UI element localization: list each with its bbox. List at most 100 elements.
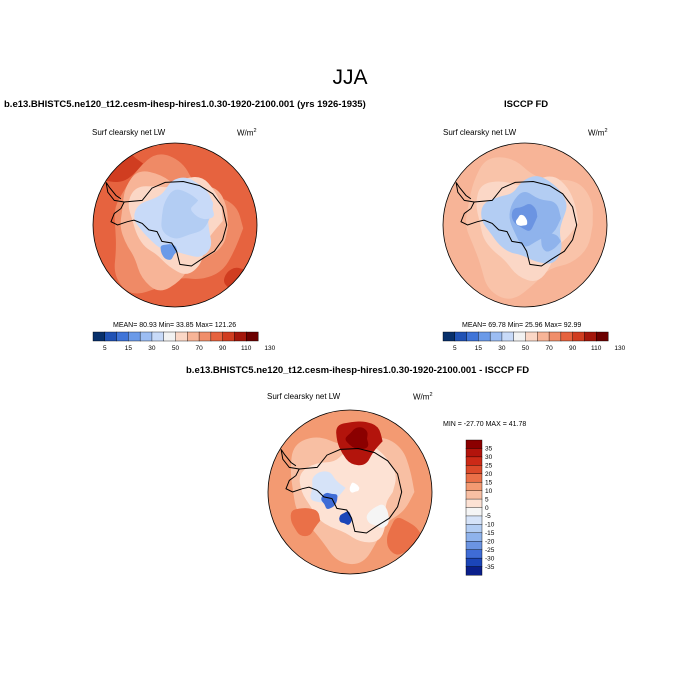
- peninsula-coastline: [105, 182, 125, 203]
- colorbar-box: [92, 331, 106, 342]
- antarctica-coastline: [285, 447, 403, 534]
- map-boundary: [442, 142, 608, 308]
- panel3-variable-label: Surf clearsky net LW: [267, 392, 341, 401]
- colorbar-box: [465, 498, 483, 509]
- colorbar-box: [465, 549, 483, 559]
- contour-cell: [345, 427, 369, 450]
- panel2-stats: MEAN= 69.78 Min= 25.96 Max= 92.99: [462, 322, 582, 329]
- colorbar-box: [210, 331, 224, 342]
- colorbar-box: [151, 331, 165, 342]
- contour-cell: [310, 471, 346, 503]
- colorbar-box: [175, 331, 188, 342]
- colorbar-tick-label: 110: [591, 345, 602, 352]
- colorbar-tick-label: 30: [148, 345, 156, 352]
- panel2-colorbar: 5 15 30 50 70 90 110 130: [442, 331, 626, 352]
- panel2-polar-map: [442, 142, 608, 308]
- peninsula-coastline: [280, 449, 300, 470]
- colorbar-box: [465, 490, 483, 500]
- panel2-variable-label: Surf clearsky net LW: [443, 128, 517, 137]
- contour-cell: [223, 267, 257, 300]
- colorbar-tick-label: -10: [485, 522, 495, 529]
- colorbar-box: [572, 331, 585, 342]
- colorbar-tick-label: 20: [485, 471, 493, 478]
- colorbar-tick-label: 10: [485, 488, 493, 495]
- map-boundary: [267, 409, 433, 575]
- colorbar-box: [537, 331, 550, 342]
- contour-cell: [540, 231, 561, 252]
- panel1-colorbar: 5 15 30 50 70 90 110 130: [92, 331, 276, 352]
- antarctica-coastline: [460, 180, 578, 267]
- field-layer: [268, 410, 432, 574]
- panel1-stats: MEAN= 80.93 Min= 33.85 Max= 121.26: [113, 322, 237, 329]
- colorbar-box: [596, 331, 609, 342]
- colorbar-tick-label: 70: [545, 345, 553, 352]
- contour-cell: [515, 214, 528, 226]
- colorbar-tick-label: 5: [453, 345, 457, 352]
- colorbar-tick-label: 30: [498, 345, 506, 352]
- panel1-variable-label: Surf clearsky net LW: [92, 128, 166, 137]
- colorbar-tick-label: 5: [485, 496, 489, 503]
- colorbar-box: [465, 439, 483, 449]
- colorbar-box: [116, 331, 129, 342]
- colorbar-tick-label: 70: [195, 345, 203, 352]
- colorbar-tick-label: 0: [485, 505, 489, 512]
- field-layer: [443, 143, 607, 307]
- colorbar-box: [560, 331, 574, 342]
- colorbar-tick-label: -35: [485, 564, 495, 571]
- colorbar-tick-label: 15: [475, 345, 483, 352]
- antarctica-coastline: [110, 180, 228, 267]
- colorbar-box: [584, 331, 597, 342]
- colorbar-tick-label: -15: [485, 530, 495, 537]
- contour-cell: [290, 508, 321, 537]
- colorbar-tick-label: -5: [485, 513, 491, 520]
- colorbar-box: [465, 481, 483, 492]
- colorbar-box: [478, 331, 491, 342]
- colorbar-tick-label: -25: [485, 547, 495, 554]
- colorbar-tick-label: -20: [485, 539, 495, 546]
- panel3-units: W/m2: [413, 392, 433, 402]
- colorbar-tick-label: 130: [264, 345, 275, 352]
- colorbar-box: [234, 331, 247, 342]
- panel2-units: W/m2: [588, 128, 608, 138]
- colorbar-box: [465, 456, 483, 466]
- colorbar-box: [548, 331, 562, 342]
- colorbar-box: [442, 331, 456, 342]
- panel3-stats: MIN = -27.70 MAX = 41.78: [443, 421, 527, 428]
- colorbar-box: [222, 331, 235, 342]
- colorbar-box: [465, 524, 483, 534]
- colorbar-box: [104, 331, 118, 342]
- contour-cell: [160, 244, 178, 260]
- contour-cell: [339, 511, 352, 525]
- colorbar-box: [465, 465, 483, 475]
- colorbar-box: [489, 331, 503, 342]
- panel2-title: ISCCP FD: [504, 99, 549, 110]
- colorbar-tick-label: 5: [103, 345, 107, 352]
- field-layer: [93, 143, 257, 307]
- contour-cell: [349, 482, 360, 493]
- colorbar-tick-label: 130: [614, 345, 625, 352]
- colorbar-box: [128, 331, 141, 342]
- colorbar-box: [465, 448, 483, 458]
- colorbar-tick-label: 15: [485, 480, 493, 487]
- colorbar-tick-label: 30: [485, 454, 493, 461]
- colorbar-box: [163, 331, 176, 342]
- peninsula-coastline: [455, 182, 475, 203]
- panel1-polar-map: [92, 142, 258, 308]
- map-boundary: [92, 142, 258, 308]
- colorbar-tick-label: -30: [485, 555, 495, 562]
- panel1-title: b.e13.BHISTC5.ne120_t12.cesm-ihesp-hires…: [4, 99, 366, 110]
- panel1-units: W/m2: [237, 128, 257, 138]
- colorbar-tick-label: 50: [522, 345, 530, 352]
- colorbar-box: [465, 566, 483, 576]
- colorbar-box: [139, 331, 153, 342]
- colorbar-box: [465, 532, 483, 542]
- colorbar-tick-label: 25: [485, 463, 493, 470]
- colorbar-tick-label: 90: [219, 345, 227, 352]
- colorbar-box: [198, 331, 212, 342]
- figure-title: JJA: [332, 66, 368, 89]
- colorbar-tick-label: 35: [485, 446, 493, 453]
- colorbar-box: [187, 331, 200, 342]
- colorbar-box: [466, 331, 479, 342]
- colorbar-box: [525, 331, 538, 342]
